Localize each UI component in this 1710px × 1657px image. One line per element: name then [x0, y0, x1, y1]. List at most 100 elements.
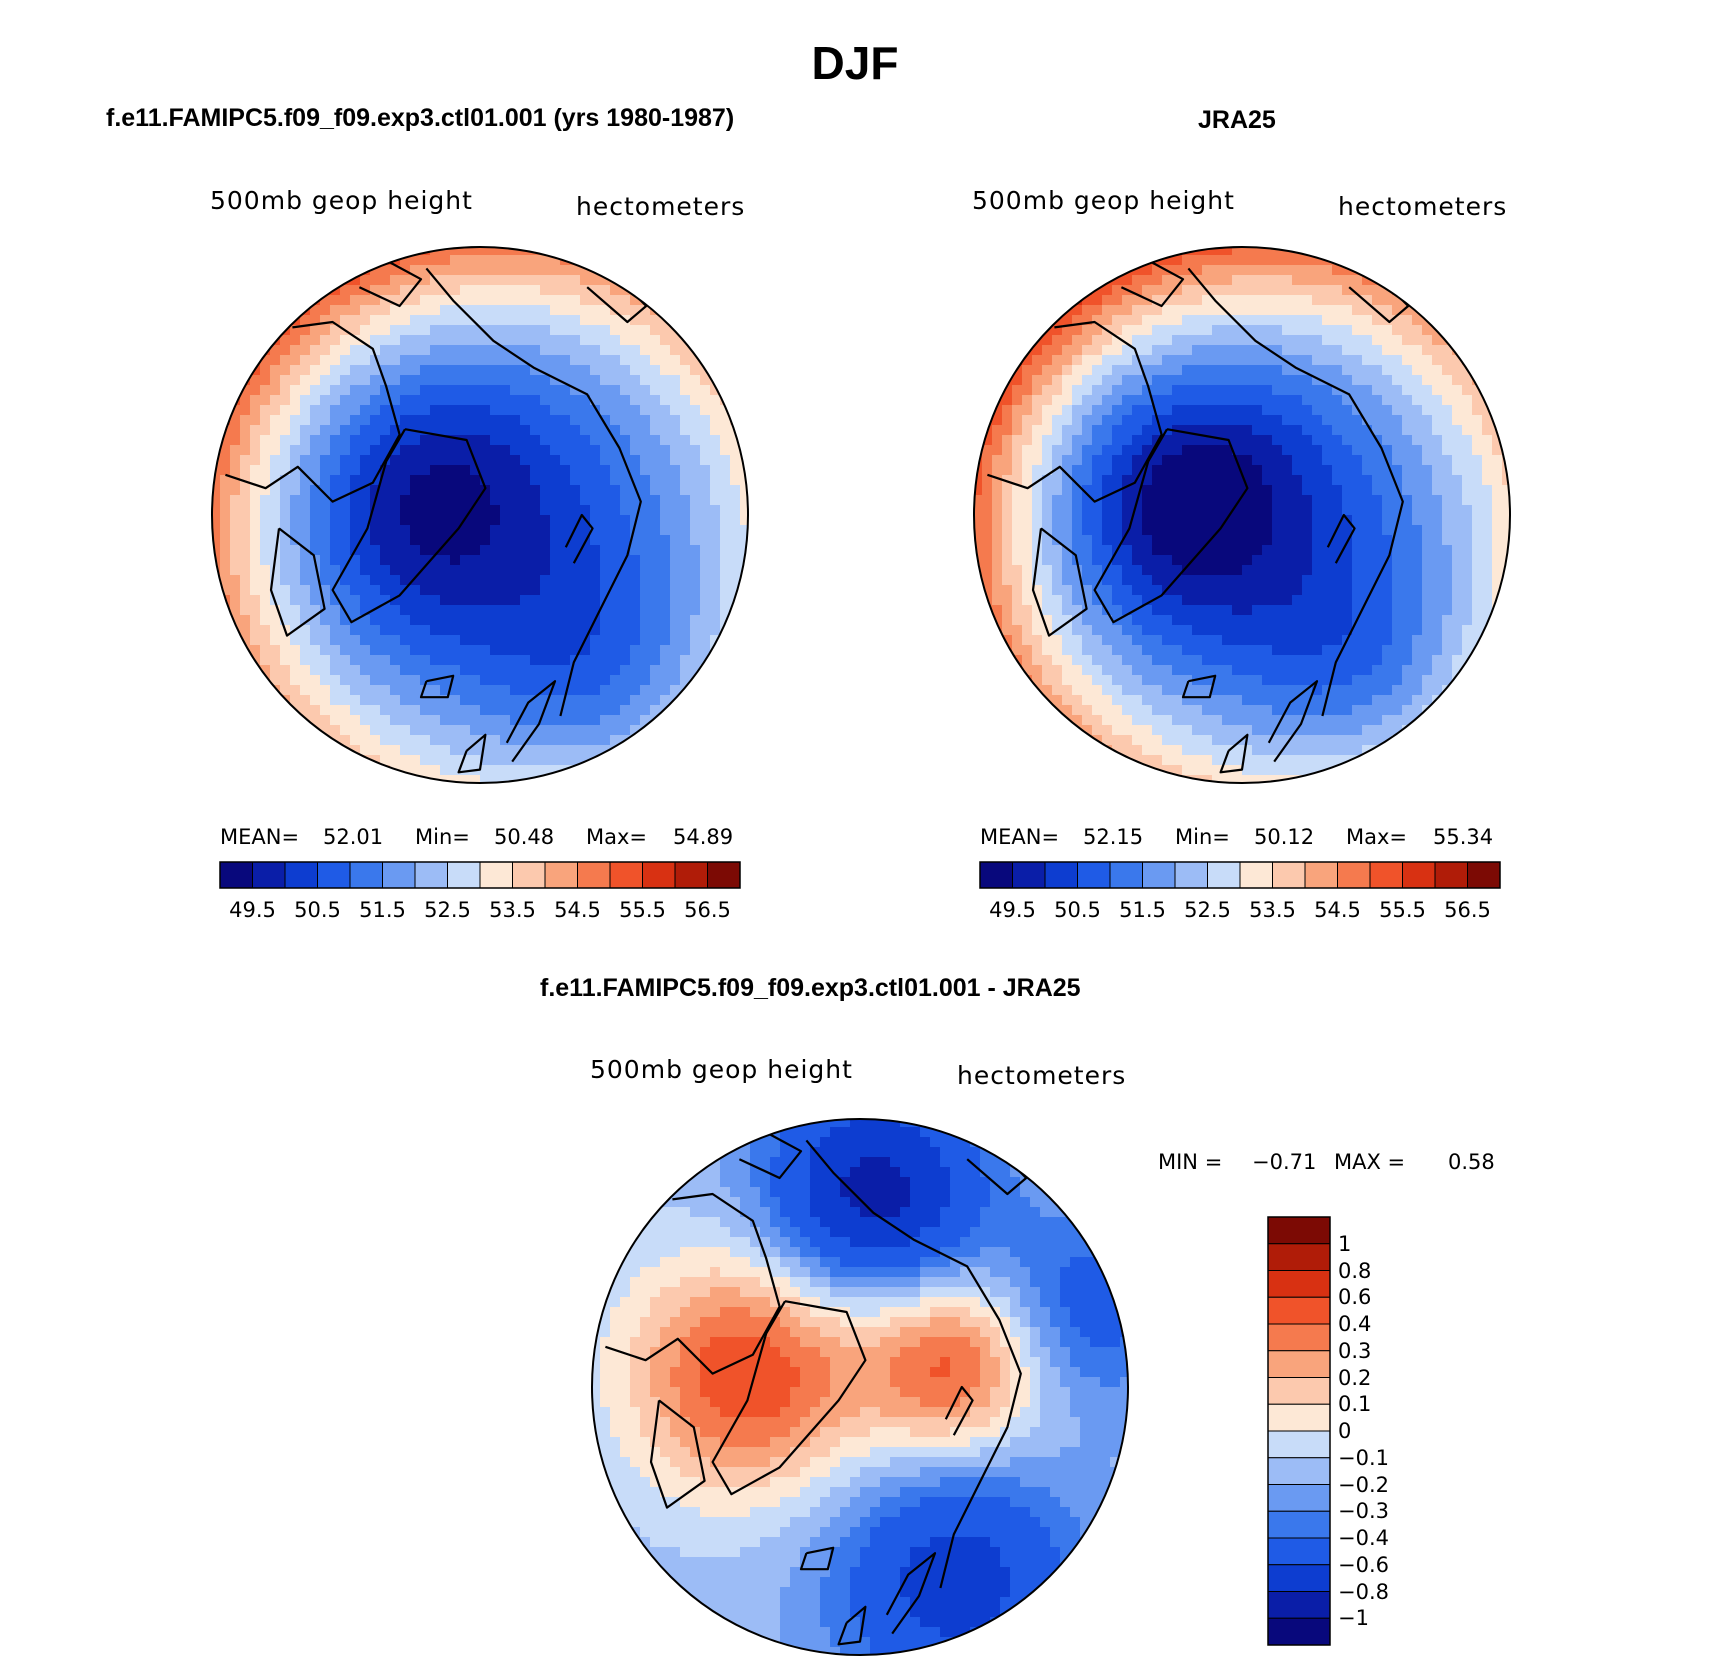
obs-cell — [1412, 355, 1423, 366]
model-cell — [390, 655, 401, 666]
model-cell — [520, 745, 531, 756]
obs-cell — [992, 435, 1003, 446]
obs-cell — [1292, 605, 1303, 616]
model-cell — [300, 565, 311, 576]
model-cell — [310, 335, 321, 346]
obs-cell — [1252, 695, 1263, 706]
obs-cell — [1082, 585, 1093, 596]
obs-cell — [1162, 275, 1173, 286]
model-cell — [560, 515, 571, 526]
model-cell — [550, 415, 561, 426]
model-cell — [560, 425, 571, 436]
obs-cell — [1322, 535, 1333, 546]
obs-cell — [1242, 695, 1253, 706]
obs-cell — [1202, 745, 1213, 756]
model-cell — [670, 395, 681, 406]
obs-cell — [1022, 535, 1033, 546]
obs-cell — [1032, 535, 1043, 546]
obs-cell — [992, 485, 1003, 496]
obs-cell — [1262, 265, 1273, 276]
model-cell — [520, 735, 531, 746]
model-cell — [260, 535, 271, 546]
model-cell — [350, 695, 361, 706]
obs-cell — [1272, 275, 1283, 286]
obs-cell — [1082, 515, 1093, 526]
model-cell — [340, 675, 351, 686]
obs-cell — [1432, 455, 1443, 466]
model-cell — [520, 325, 531, 336]
model-cell — [550, 425, 561, 436]
obs-cell — [1242, 275, 1253, 286]
obs-cell — [1242, 375, 1253, 386]
model-cell — [300, 675, 311, 686]
obs-cell — [1312, 555, 1323, 566]
obs-cell — [974, 495, 983, 506]
model-cell — [400, 315, 411, 326]
obs-cell — [1322, 705, 1333, 716]
model-cell — [550, 595, 561, 606]
obs-cell — [1232, 715, 1243, 726]
obs-cell — [1192, 505, 1203, 516]
obs-cell — [1072, 355, 1083, 366]
obs-cell — [1292, 465, 1303, 476]
obs-cell — [1102, 465, 1113, 476]
obs-cell — [1192, 615, 1203, 626]
model-cell — [550, 665, 561, 676]
obs-cell — [1272, 445, 1283, 456]
model-cell — [410, 635, 421, 646]
model-cell — [310, 505, 321, 516]
model-cell — [390, 445, 401, 456]
obs-cell — [1162, 705, 1173, 716]
obs-cell — [1192, 405, 1203, 416]
obs-cell — [1332, 285, 1343, 296]
obs-cell — [1402, 715, 1413, 726]
model-cell — [320, 625, 331, 636]
model-cell — [440, 345, 451, 356]
model-cell — [580, 345, 591, 356]
obs-cell — [1232, 775, 1243, 783]
model-cell — [460, 355, 471, 366]
obs-cell — [1182, 695, 1193, 706]
model-cell — [510, 395, 521, 406]
model-cell — [510, 685, 521, 696]
obs-cell — [1452, 425, 1463, 436]
obs-cell — [1272, 465, 1283, 476]
obs-cell — [1342, 385, 1353, 396]
model-cell — [560, 455, 571, 466]
obs-cell — [1462, 495, 1473, 506]
obs-cell — [1272, 765, 1283, 776]
obs-cell — [1392, 475, 1403, 486]
model-cell — [400, 635, 411, 646]
model-cell — [590, 625, 601, 636]
model-cell — [600, 655, 611, 666]
obs-cell — [1152, 555, 1163, 566]
model-cell — [510, 565, 521, 576]
obs-cell — [1402, 305, 1413, 316]
model-cell — [410, 505, 421, 516]
model-cell — [620, 445, 631, 456]
obs-cell — [1042, 445, 1053, 456]
model-cell — [580, 755, 591, 766]
obs-cell — [1182, 655, 1193, 666]
model-cell — [570, 475, 581, 486]
obs-cell — [1362, 525, 1373, 536]
model-cell — [510, 355, 521, 366]
obs-cell — [974, 545, 983, 556]
obs-cell — [1442, 325, 1453, 336]
model-cell — [340, 645, 351, 656]
obs-cell — [1372, 285, 1383, 296]
obs-cell — [1262, 315, 1273, 326]
model-cell — [500, 685, 511, 696]
obs-cell — [1182, 675, 1193, 686]
obs-cell — [1482, 555, 1493, 566]
obs-cell — [1342, 555, 1353, 566]
obs-cell — [1152, 545, 1163, 556]
obs-cell — [1152, 475, 1163, 486]
obs-cell — [1122, 295, 1133, 306]
obs-cell — [1362, 395, 1373, 406]
obs-cell — [1392, 355, 1403, 366]
model-cell — [470, 255, 481, 266]
obs-cell — [1332, 535, 1343, 546]
model-cell — [460, 345, 471, 356]
obs-cell — [1472, 385, 1483, 396]
